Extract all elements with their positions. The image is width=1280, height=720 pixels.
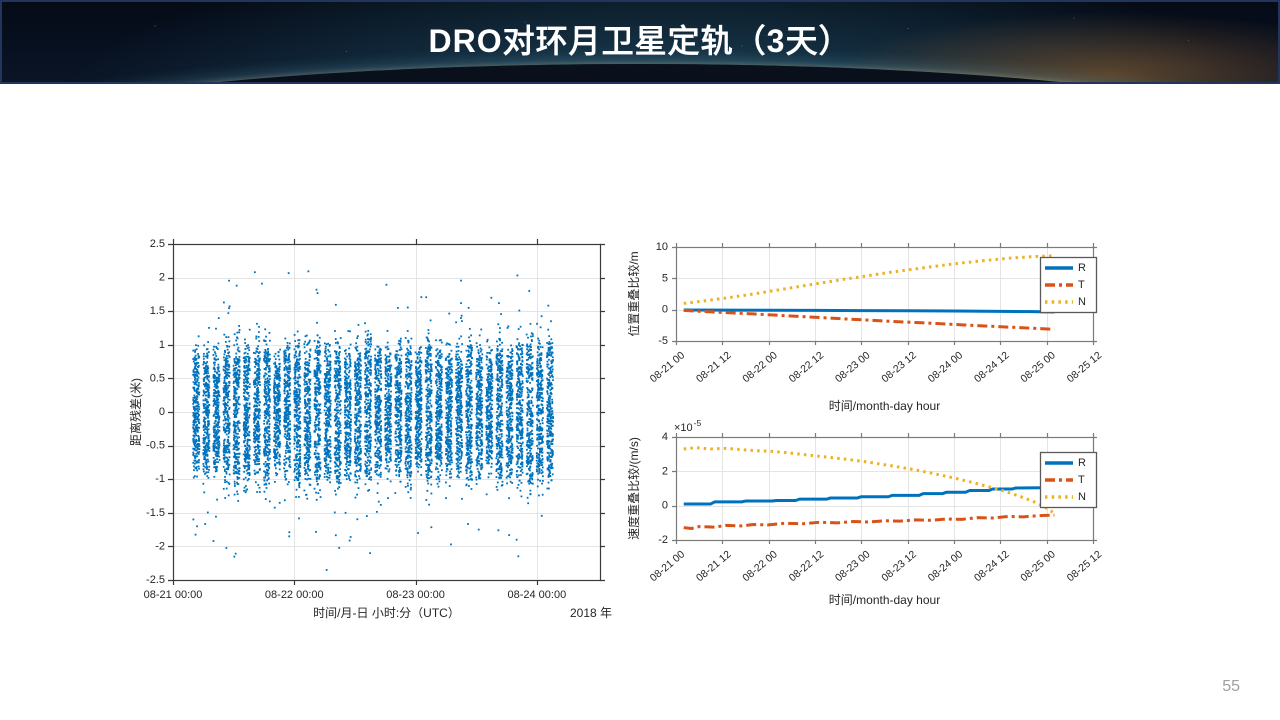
position-overlap-line-chart <box>628 238 1114 420</box>
slide-header: DRO对环月卫星定轨（3天） <box>0 0 1280 84</box>
range-residuals-scatter-chart <box>118 236 618 638</box>
slide-title: DRO对环月卫星定轨（3天） <box>428 23 852 59</box>
velocity-overlap-line-chart <box>628 420 1114 616</box>
page-number: 55 <box>1222 678 1240 695</box>
